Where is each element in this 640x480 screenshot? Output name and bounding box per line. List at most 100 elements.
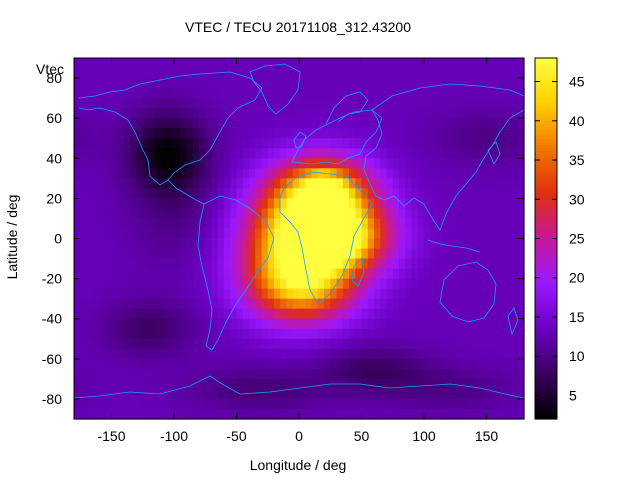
heatmap-cell xyxy=(92,108,100,119)
heatmap-cell xyxy=(111,358,119,370)
heatmap-cell xyxy=(199,338,206,350)
heatmap-cell xyxy=(111,198,119,210)
coastline-greenland xyxy=(249,63,301,115)
heatmap-cell xyxy=(105,238,113,250)
heatmap-cell xyxy=(186,258,194,270)
colorbar-segment xyxy=(535,367,557,372)
heatmap-cell xyxy=(149,268,156,280)
heatmap-cell xyxy=(455,378,463,390)
heatmap-cell xyxy=(305,238,313,250)
heatmap-cell xyxy=(317,408,325,420)
heatmap-cell xyxy=(455,68,463,79)
heatmap-cell xyxy=(105,298,113,310)
heatmap-cell xyxy=(74,128,81,139)
heatmap-cell xyxy=(286,188,294,199)
heatmap-cell xyxy=(255,168,263,179)
heatmap-cell xyxy=(330,198,338,210)
heatmap-cell xyxy=(286,288,294,300)
heatmap-cell xyxy=(461,118,469,129)
heatmap-cell xyxy=(299,138,306,149)
heatmap-cell xyxy=(230,138,238,149)
heatmap-cell xyxy=(474,138,481,149)
heatmap-cell xyxy=(167,308,175,320)
heatmap-cell xyxy=(417,358,425,370)
heatmap-cell xyxy=(355,108,363,119)
heatmap-cell xyxy=(99,58,106,69)
heatmap-cell xyxy=(511,198,519,210)
heatmap-cell xyxy=(280,118,288,129)
heatmap-cell xyxy=(361,208,369,220)
heatmap-cell xyxy=(486,388,494,400)
heatmap-cell xyxy=(217,288,225,300)
heatmap-cell xyxy=(349,98,356,109)
heatmap-cell xyxy=(361,318,369,330)
heatmap-cell xyxy=(449,268,456,280)
heatmap-cell xyxy=(111,208,119,220)
heatmap-cell xyxy=(161,308,169,320)
heatmap-cell xyxy=(467,378,475,390)
heatmap-cell xyxy=(280,168,288,179)
heatmap-cell xyxy=(330,238,338,250)
heatmap-cell xyxy=(86,278,94,290)
x-tick-label: -100 xyxy=(160,428,188,444)
heatmap-cell xyxy=(274,68,281,79)
heatmap-cell xyxy=(99,168,106,179)
heatmap-cell xyxy=(424,258,431,270)
heatmap-cell xyxy=(449,138,456,149)
heatmap-cell xyxy=(86,248,94,260)
heatmap-cell xyxy=(180,288,188,300)
heatmap-cell xyxy=(167,338,175,350)
heatmap-cell xyxy=(405,368,413,380)
heatmap-cell xyxy=(430,118,438,129)
heatmap-cell xyxy=(142,358,150,370)
heatmap-cell xyxy=(299,108,306,119)
heatmap-cell xyxy=(217,398,225,410)
heatmap-cell xyxy=(386,138,394,149)
heatmap-cell xyxy=(217,128,225,139)
heatmap-cell xyxy=(392,218,400,230)
heatmap-cell xyxy=(305,198,313,210)
heatmap-cell xyxy=(424,158,431,169)
heatmap-cell xyxy=(449,258,456,270)
heatmap-cell xyxy=(192,68,200,79)
heatmap-cell xyxy=(486,208,494,220)
colorbar-segment xyxy=(535,178,557,182)
heatmap-cell xyxy=(442,258,450,270)
heatmap-cell xyxy=(80,388,88,400)
heatmap-cell xyxy=(361,218,369,230)
heatmap-cell xyxy=(161,408,169,420)
heatmap-cell xyxy=(92,368,100,380)
heatmap-cell xyxy=(317,258,325,270)
heatmap-cell xyxy=(149,158,156,169)
heatmap-cell xyxy=(405,208,413,220)
heatmap-cell xyxy=(211,368,219,380)
heatmap-cell xyxy=(424,378,431,390)
heatmap-cell xyxy=(249,298,256,310)
heatmap-cell xyxy=(474,378,481,390)
heatmap-cell xyxy=(80,338,88,350)
heatmap-cell xyxy=(255,298,263,310)
heatmap-cell xyxy=(230,98,238,109)
heatmap-cell xyxy=(492,398,500,410)
heatmap-cell xyxy=(442,108,450,119)
heatmap-cell xyxy=(305,388,313,400)
heatmap-cell xyxy=(511,118,519,129)
heatmap-cell xyxy=(324,288,331,300)
heatmap-cell xyxy=(149,88,156,99)
heatmap-cell xyxy=(80,358,88,370)
heatmap-cell xyxy=(267,288,275,300)
heatmap-cell xyxy=(274,278,281,290)
heatmap-cell xyxy=(174,258,181,270)
heatmap-cell xyxy=(274,108,281,119)
heatmap-cell xyxy=(367,318,375,330)
heatmap-cell xyxy=(499,308,506,320)
heatmap-cell xyxy=(211,178,219,189)
heatmap-cell xyxy=(142,288,150,300)
heatmap-cell xyxy=(499,228,506,240)
heatmap-cell xyxy=(442,318,450,330)
heatmap-cell xyxy=(349,218,356,230)
heatmap-cell xyxy=(380,358,388,370)
heatmap-cell xyxy=(217,368,225,380)
coastline-scandinavia xyxy=(325,91,369,125)
heatmap-cell xyxy=(442,408,450,420)
